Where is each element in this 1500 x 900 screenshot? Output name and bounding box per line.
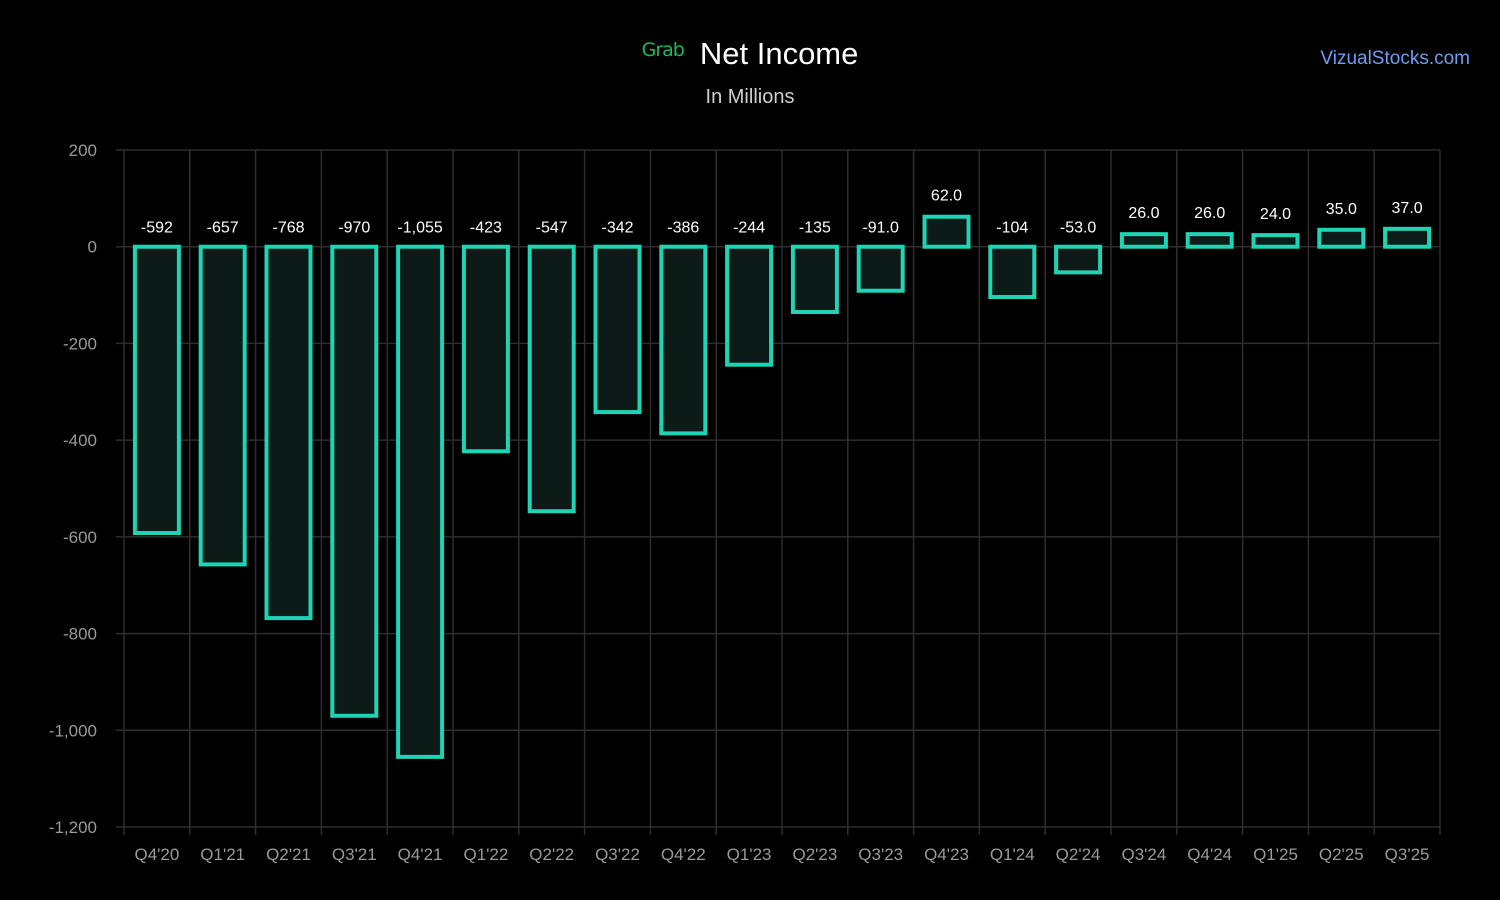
bar-Q2'22[interactable] [527, 244, 576, 514]
data-label: -657 [207, 220, 239, 237]
x-tick-label: Q1'25 [1253, 845, 1298, 864]
bar-Q3'21[interactable] [330, 244, 379, 718]
chart-header: Grab Net Income In Millions VizualStocks.… [0, 0, 1500, 120]
bar-Q1'22[interactable] [461, 244, 510, 454]
data-label: -91.0 [862, 220, 899, 237]
y-tick-label: -200 [63, 334, 97, 353]
bar-Q2'23[interactable] [790, 244, 839, 314]
bar-Q1'21[interactable] [198, 244, 247, 567]
bar-Q1'23[interactable] [725, 244, 774, 367]
bar-Q1'25[interactable] [1251, 233, 1300, 249]
data-label: -104 [996, 220, 1028, 237]
y-tick-label: -800 [63, 625, 97, 644]
x-tick-label: Q1'21 [200, 845, 245, 864]
x-tick-label: Q4'20 [134, 845, 179, 864]
data-label: -1,055 [397, 220, 442, 237]
bar-Q4'22[interactable] [659, 244, 708, 436]
data-label: -592 [141, 220, 173, 237]
bar-Q3'23[interactable] [856, 244, 905, 293]
x-tick-label: Q4'24 [1187, 845, 1232, 864]
data-label: 62.0 [931, 188, 962, 205]
x-tick-label: Q2'22 [529, 845, 574, 864]
data-label: -53.0 [1060, 220, 1097, 237]
y-tick-label: -1,200 [49, 818, 97, 837]
x-tick-label: Q4'21 [398, 845, 443, 864]
chart-subtitle: In Millions [705, 86, 795, 108]
x-tick-label: Q4'23 [924, 845, 969, 864]
bar-Q3'25[interactable] [1383, 226, 1432, 249]
x-tick-label: Q3'24 [1121, 845, 1166, 864]
bar-Q3'24[interactable] [1119, 232, 1168, 249]
bar-Q2'21[interactable] [264, 244, 313, 621]
bar-Q1'24[interactable] [988, 244, 1037, 300]
x-tick-label: Q2'21 [266, 845, 311, 864]
data-label: 35.0 [1326, 201, 1357, 218]
bar-Q4'23[interactable] [922, 214, 971, 249]
bar-Q4'24[interactable] [1185, 232, 1234, 249]
y-tick-label: -1,000 [49, 721, 97, 740]
x-tick-label: Q3'25 [1385, 845, 1430, 864]
y-tick-label: 0 [88, 238, 97, 257]
data-labels: -592 -657 -768 -970 -1,055 -423 -547 -342 -386 -2… [141, 188, 1423, 237]
data-label: -423 [470, 220, 502, 237]
bar-Q4'21[interactable] [396, 244, 445, 759]
data-label: 37.0 [1392, 200, 1423, 217]
x-tick-label: Q2'24 [1056, 845, 1101, 864]
x-tick-label: Q1'22 [463, 845, 508, 864]
x-tick-label: Q3'23 [858, 845, 903, 864]
data-label: -244 [733, 220, 765, 237]
data-label: -970 [338, 220, 370, 237]
y-tick-label: 200 [69, 141, 97, 160]
data-label: -768 [272, 220, 304, 237]
bar-Q3'22[interactable] [593, 244, 642, 415]
data-label: -386 [667, 220, 699, 237]
y-tick-label: -400 [63, 431, 97, 450]
source-link[interactable]: VizualStocks.com [1320, 48, 1470, 69]
y-tick-label: -600 [63, 528, 97, 547]
bars [132, 214, 1432, 759]
bar-Q2'25[interactable] [1317, 227, 1366, 249]
x-tick-label: Q3'22 [595, 845, 640, 864]
title-row: Grab Net Income [0, 36, 1500, 72]
data-label: 26.0 [1194, 205, 1225, 222]
chart-title: Net Income [699, 36, 859, 71]
x-tick-label: Q4'22 [661, 845, 706, 864]
grid-lines [116, 149, 1441, 835]
bar-Q4'20[interactable] [132, 244, 181, 535]
grab-logo: Grab [641, 39, 685, 61]
x-tick-label: Q1'24 [990, 845, 1035, 864]
x-tick-label: Q2'23 [792, 845, 837, 864]
x-tick-label: Q3'21 [332, 845, 377, 864]
data-label: -547 [536, 220, 568, 237]
y-axis: 200 0 -200 -400 -600 -800 -1,000 -1,200 [49, 141, 97, 837]
data-label: -342 [601, 220, 633, 237]
data-label: -135 [799, 220, 831, 237]
x-tick-label: Q2'25 [1319, 845, 1364, 864]
x-axis: Q4'20 Q1'21 Q2'21 Q3'21 Q4'21 Q1'22 Q2'22 Q3'22… [134, 845, 1429, 864]
data-label: 24.0 [1260, 206, 1291, 223]
x-tick-label: Q1'23 [727, 845, 772, 864]
bar-Q2'24[interactable] [1054, 244, 1103, 275]
data-label: 26.0 [1128, 205, 1159, 222]
